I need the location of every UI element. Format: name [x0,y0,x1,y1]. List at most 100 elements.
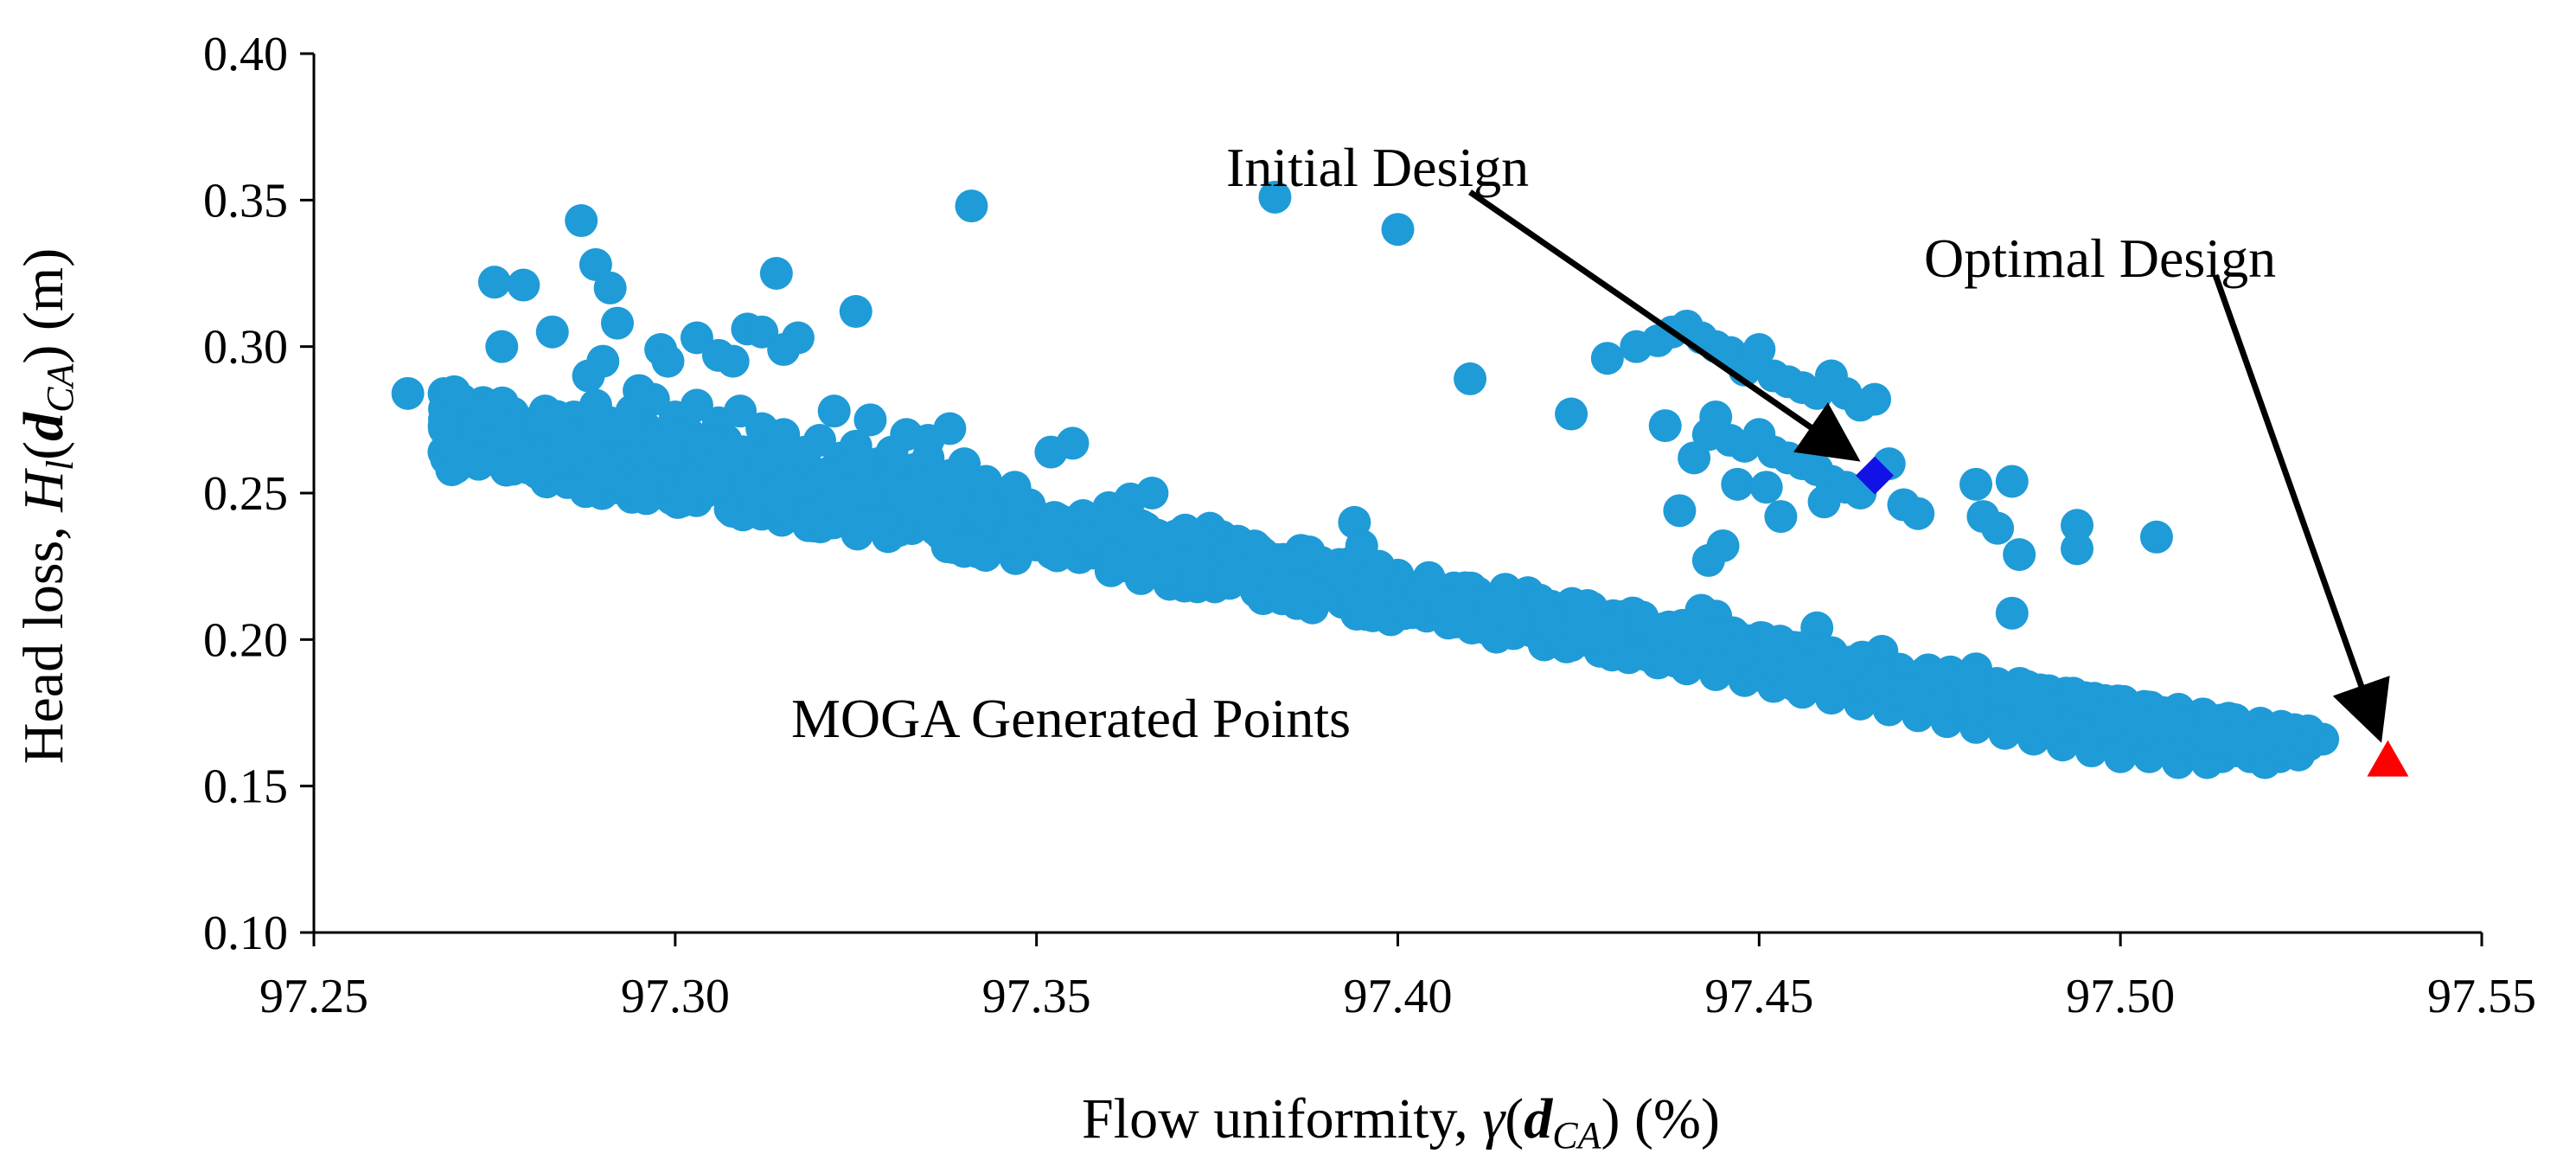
y-axis-title-subscript: CA [39,362,81,412]
moga-point [1135,477,1169,510]
moga-point [1807,485,1841,519]
moga-point [630,460,664,494]
moga-point [1678,441,1711,475]
moga-point [716,344,750,378]
moga-point [665,484,699,518]
moga-point [1995,465,2029,498]
moga-point [749,442,783,476]
moga-point [900,491,934,525]
moga-point [1501,604,1535,638]
moga-point [391,376,425,410]
moga-point [1567,618,1601,651]
moga-point [761,483,795,516]
moga-point [1555,397,1588,431]
moga-point [781,321,815,355]
moga-point [1858,382,1892,416]
moga-point [1381,213,1415,247]
moga-point [477,266,511,299]
moga-point [1985,674,2018,708]
moga-point [967,496,1000,529]
moga-point [1953,661,1986,695]
moga-point [1168,513,1202,547]
moga-point [1351,597,1384,631]
moga-point [586,344,620,378]
moga-point [2193,703,2227,737]
moga-point [1455,612,1489,645]
optimal-design-label: Optimal Design [1924,228,2276,289]
y-tick-label: 0.40 [203,28,288,81]
moga-point [2003,538,2036,572]
moga-point [1134,517,1167,551]
moga-point [1955,686,1989,720]
moga-point [936,530,970,564]
y-tick-label: 0.30 [203,321,288,375]
moga-point [1000,484,1034,518]
moga-point [809,457,843,490]
moga-point [578,247,612,281]
moga-point [1040,539,1074,573]
moga-point [593,271,627,304]
x-tick-label: 97.45 [1704,970,1813,1023]
moga-point [1071,521,1105,554]
moga-point [1178,563,1211,597]
moga-point [460,440,494,474]
moga-point [485,330,519,363]
y-ticks: 0.10 0.15 0.20 0.25 0.30 0.35 0.40 [203,28,314,960]
moga-point [1353,566,1387,599]
moga-point [732,470,765,503]
y-axis-title-symbol-subscript: l [39,460,81,471]
moga-point [1648,409,1682,443]
moga-point [2160,707,2194,740]
moga-point [1896,678,1930,712]
initial-design-arrow [1468,189,1861,462]
moga-point [2023,702,2057,735]
moga-point [1212,538,1246,572]
moga-point [507,268,540,302]
moga-point [1405,575,1439,609]
moga-point [1696,621,1729,655]
moga-point [839,295,873,329]
y-axis-title-prefix: Head loss, [12,512,75,764]
moga-point [1995,596,2029,630]
moga-point [817,394,851,428]
y-axis-title-close: ) [12,345,75,364]
y-tick-label: 0.10 [203,907,288,960]
x-tick-label: 97.40 [1344,970,1453,1023]
moga-point [941,478,975,511]
moga-point [1590,342,1624,375]
moga-point [489,453,523,487]
moga-point [565,204,598,238]
moga-point [2061,532,2094,566]
moga-point [2228,721,2261,754]
moga-point [933,412,967,445]
moga-point [1862,663,1895,697]
moga-point [2139,520,2173,554]
moga-point [995,522,1029,556]
moga-point [535,315,569,349]
moga-point [587,452,621,486]
moga-point [831,478,865,511]
y-axis-title: Head loss, Hl(dCA) (m) [12,248,81,764]
initial-design-label: Initial Design [1226,137,1529,198]
moga-points-layer [391,180,2340,779]
x-axis-title: Flow uniformity, γ(dCA) (%) [1082,1087,1720,1157]
optimal-design-marker [2367,740,2409,777]
x-tick-label: 97.55 [2427,970,2536,1023]
x-axis-title-subscript: CA [1552,1114,1601,1157]
moga-point [694,465,727,498]
moga-point [1523,583,1556,617]
moga-point [1763,625,1797,658]
annotations: Initial Design Optimal Design MOGA Gener… [791,137,2390,749]
moga-point [428,402,462,436]
x-axis-title-close: ) [1601,1087,1620,1151]
y-axis-title-open: ( [12,441,75,460]
moga-point [1902,497,1935,530]
moga-point [1663,494,1697,528]
moga-point [1265,582,1299,616]
moga-point [1454,362,1487,395]
moga-point [651,344,685,378]
moga-point [1726,632,1760,666]
moga-point [651,433,685,467]
moga-point [2056,676,2090,710]
